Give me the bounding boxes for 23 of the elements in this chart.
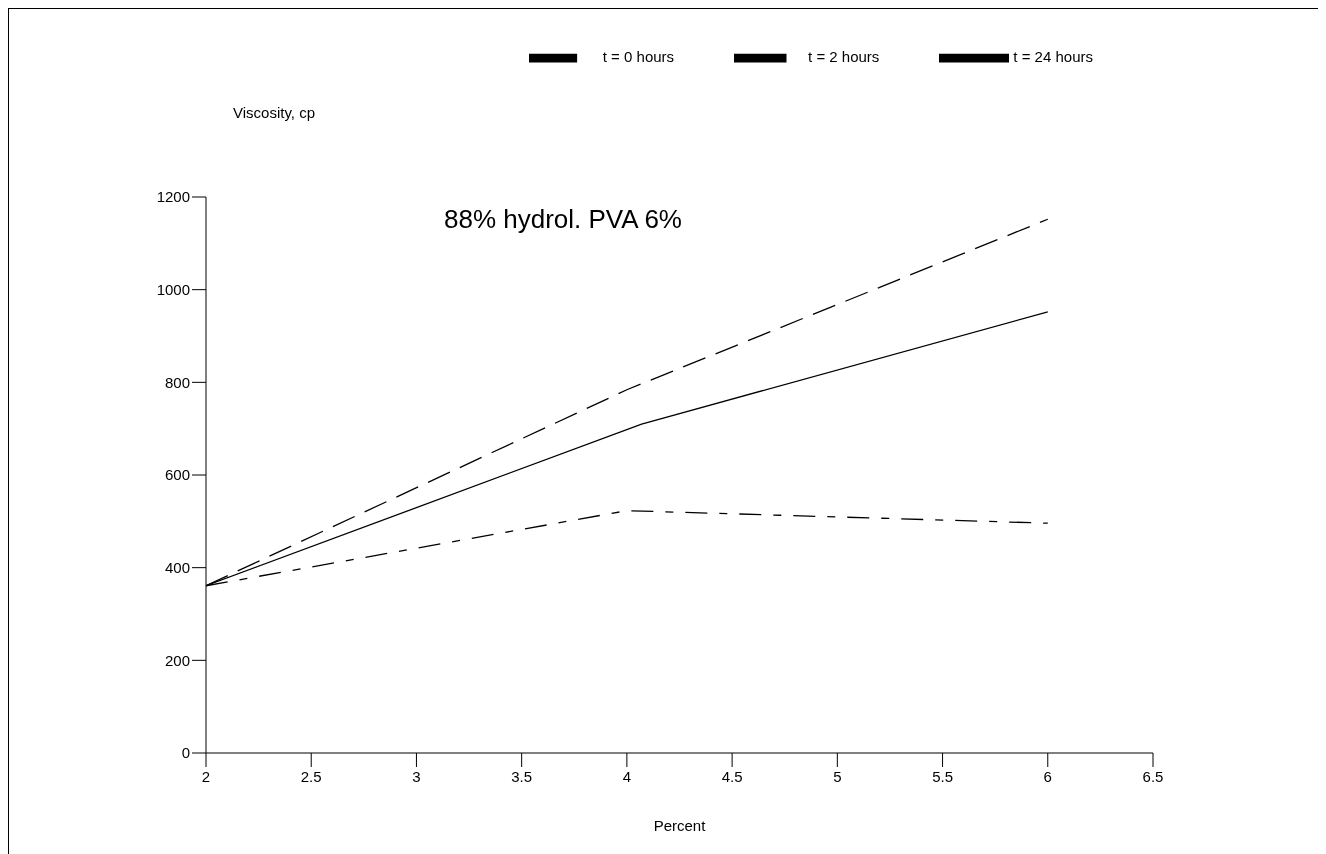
x-tick-label: 2.5 (300, 767, 322, 785)
y-tick-label: 800 (164, 373, 190, 391)
y-tick-label: 1000 (156, 280, 190, 298)
legend-label: t = 0 hours (602, 47, 675, 65)
y-axis-title: Viscosity, cp (233, 104, 315, 121)
x-tick-label: 2 (201, 767, 211, 785)
legend-label: t = 2 hours (808, 47, 880, 65)
x-tick-label: 5.5 (932, 767, 953, 785)
x-tick-label: 3.5 (511, 767, 533, 785)
x-tick-label: 6.5 (1142, 767, 1164, 785)
y-tick-label: 600 (164, 466, 190, 484)
x-tick-label: 3 (412, 767, 421, 785)
x-tick-label: 6 (1043, 767, 1052, 785)
y-tick-label: 0 (181, 744, 190, 762)
x-tick-label: 4.5 (721, 767, 743, 785)
y-tick-label: 400 (164, 558, 190, 576)
x-axis-title: Percent (653, 817, 707, 834)
y-tick-label: 1200 (156, 188, 190, 206)
x-tick-label: 5 (833, 767, 842, 785)
x-tick-label: 4 (622, 767, 632, 785)
y-tick-label: 200 (164, 651, 190, 669)
legend-label: t = 24 hours (1013, 47, 1093, 65)
annotation: 88% hydrol. PVA 6% (444, 204, 682, 235)
